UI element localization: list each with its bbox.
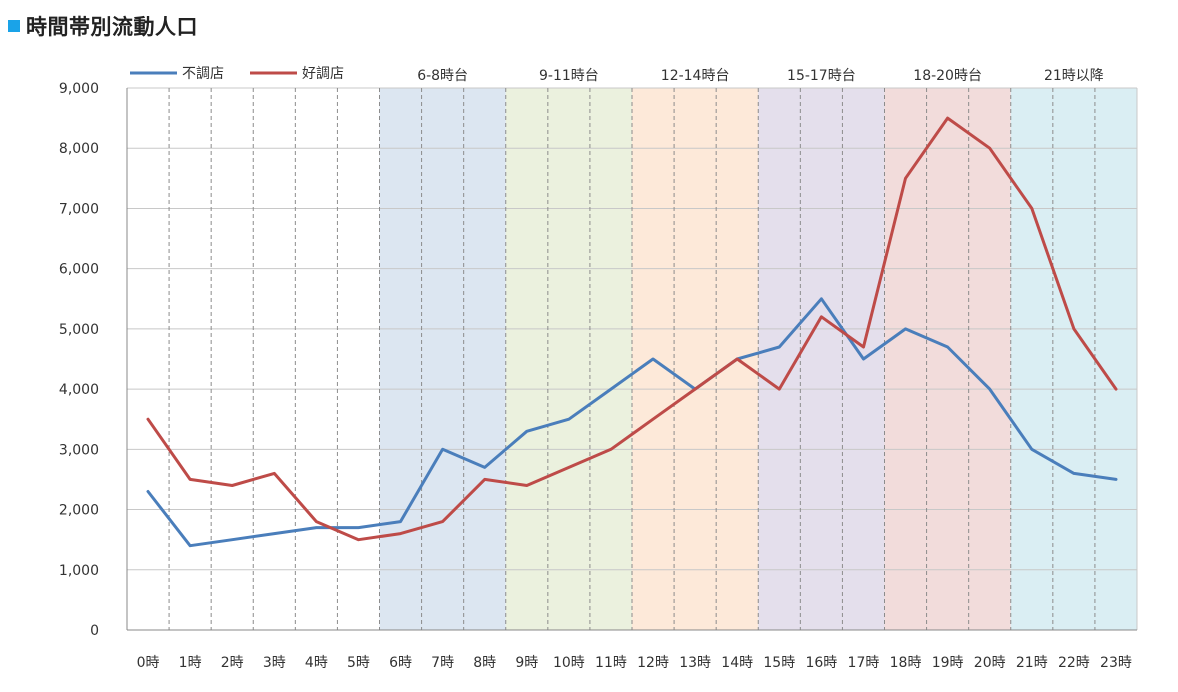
- y-tick-label: 4,000: [59, 382, 99, 398]
- x-tick-label: 5時: [347, 655, 370, 671]
- x-tick-label: 11時: [595, 655, 627, 671]
- x-tick-label: 21時: [1016, 655, 1048, 671]
- x-tick-label: 16時: [805, 655, 837, 671]
- x-tick-label: 22時: [1058, 655, 1090, 671]
- x-tick-label: 15時: [763, 655, 795, 671]
- y-tick-label: 7,000: [59, 201, 99, 217]
- time-band: [884, 88, 1011, 630]
- y-tick-label: 2,000: [59, 503, 99, 519]
- y-tick-label: 6,000: [59, 262, 99, 278]
- grid-lines: [127, 87, 1138, 630]
- x-tick-label: 10時: [553, 655, 585, 671]
- x-tick-label: 2時: [221, 655, 244, 671]
- chart-title: 時間帯別流動人口: [8, 12, 198, 40]
- legend-label: 好調店: [302, 66, 344, 82]
- chart-title-text: 時間帯別流動人口: [26, 15, 198, 39]
- axes: 0 1,000 2,000 3,000 4,000 5,000 6,000 7,000 8,00…: [59, 81, 1137, 671]
- x-tick-label: 6時: [389, 655, 412, 671]
- x-tick-label: 14時: [721, 655, 753, 671]
- x-tick-label: 23時: [1100, 655, 1132, 671]
- legend-label: 不調店: [182, 66, 224, 82]
- y-tick-label: 3,000: [59, 442, 99, 458]
- time-band: [379, 88, 506, 630]
- y-tick-label: 9,000: [59, 81, 99, 97]
- x-tick-label: 0時: [137, 655, 160, 671]
- x-tick-label: 12時: [637, 655, 669, 671]
- x-tick-label: 17時: [848, 655, 880, 671]
- time-band: [505, 88, 632, 630]
- time-band-label: 21時以降: [1044, 68, 1104, 84]
- series-lines: [146, 116, 1118, 548]
- x-tick-label: 1時: [179, 655, 202, 671]
- y-tick-label: 1,000: [59, 563, 99, 579]
- x-tick-label: 20時: [974, 655, 1006, 671]
- time-band-label: 18-20時台: [913, 68, 982, 84]
- legend: 不調店 好調店: [130, 66, 344, 82]
- x-tick-label: 4時: [305, 655, 328, 671]
- time-band: [1010, 88, 1137, 630]
- x-tick-label: 19時: [932, 655, 964, 671]
- series-line-good: [146, 116, 1118, 542]
- time-band-label: 9-11時台: [539, 68, 599, 84]
- time-band-label: 12-14時台: [661, 68, 730, 84]
- x-tick-label: 7時: [431, 655, 454, 671]
- x-tick-label: 13時: [679, 655, 711, 671]
- x-tick-label: 18時: [890, 655, 922, 671]
- time-band-label: 6-8時台: [417, 68, 468, 84]
- x-tick-label: 3時: [263, 655, 286, 671]
- y-tick-label: 5,000: [59, 322, 99, 338]
- time-bands: 6-8時台 9-11時台 12-14時台 15-17時台 18-20時台 21時以降: [379, 68, 1137, 630]
- time-band-label: 15-17時台: [787, 68, 856, 84]
- y-tick-label: 0: [90, 623, 99, 639]
- title-square-icon: [8, 20, 20, 32]
- y-tick-label: 8,000: [59, 141, 99, 157]
- x-tick-label: 9時: [515, 655, 538, 671]
- series-line-poor: [146, 297, 1118, 548]
- x-tick-label: 8時: [473, 655, 496, 671]
